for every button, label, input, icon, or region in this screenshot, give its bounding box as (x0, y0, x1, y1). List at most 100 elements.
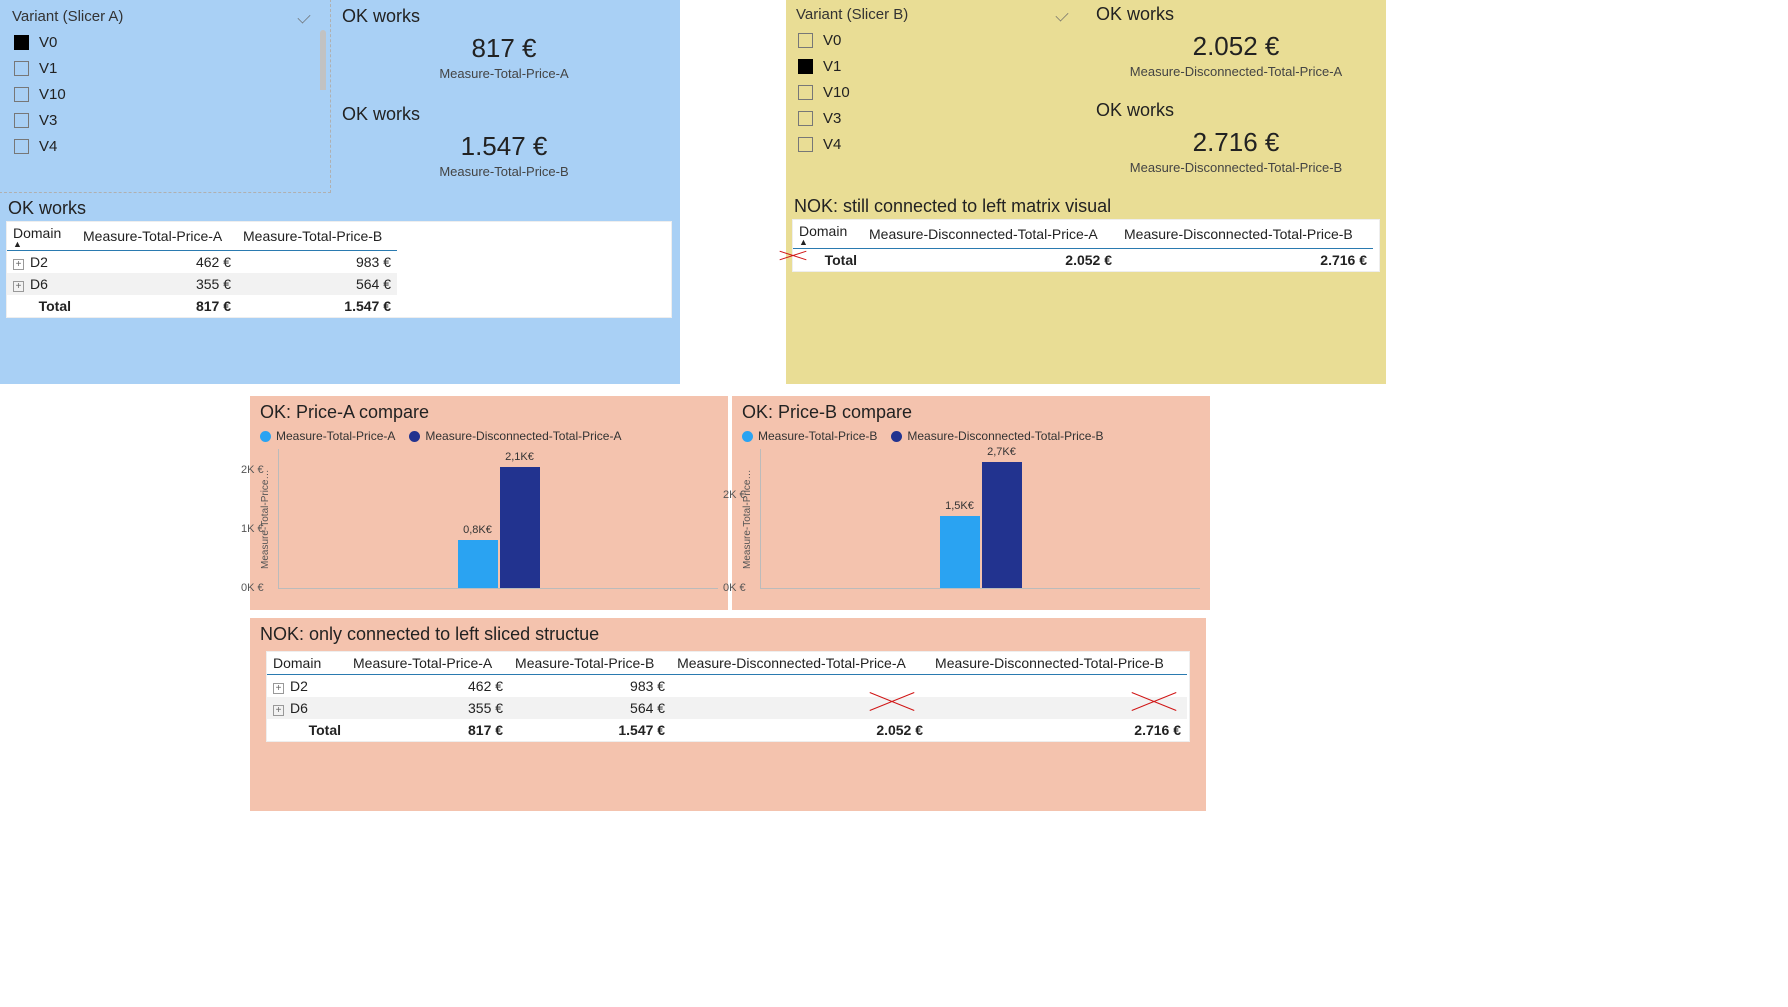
chart-plot[interactable]: 0K €2K €1,5K€2,7K€ (760, 449, 1200, 589)
table-row[interactable]: +D2462 €983 € (7, 251, 397, 274)
checkbox-icon[interactable] (798, 137, 813, 152)
card-disc-price-b: OK works 2.716 € Measure-Disconnected-To… (1086, 96, 1386, 192)
card-sub: Measure-Total-Price-B (342, 164, 666, 179)
slicer-item[interactable]: V4 (12, 133, 318, 159)
card-value: 1.547 € (342, 131, 666, 162)
slicer-item[interactable]: V4 (796, 131, 1076, 157)
bar-label: 2,7K€ (987, 446, 1016, 458)
y-tick: 0K € (723, 582, 746, 594)
slicer-item[interactable]: V1 (796, 53, 1076, 79)
chart-plot[interactable]: 0K €1K €2K €0,8K€2,1K€ (278, 449, 718, 589)
checkbox-icon[interactable] (798, 59, 813, 74)
col-b[interactable]: Measure-Total-Price-B (237, 222, 397, 251)
bar[interactable]: 1,5K€ (940, 516, 980, 588)
bar[interactable]: 2,7K€ (982, 462, 1022, 588)
checkbox-icon[interactable] (798, 85, 813, 100)
slicer-item[interactable]: V3 (796, 105, 1076, 131)
slicer-item[interactable]: V10 (12, 81, 318, 107)
y-tick: 2K € (241, 464, 264, 476)
slicer-b[interactable]: Variant (Slicer B) V0 V1 V10 V3 V4 (786, 0, 1086, 192)
checkbox-icon[interactable] (14, 61, 29, 76)
col-domain[interactable]: Domain ▲ (7, 222, 77, 251)
slicer-item-label: V0 (39, 34, 57, 51)
slicer-item-label: V10 (39, 86, 66, 103)
slicer-a[interactable]: Variant (Slicer A) V0V1V10V3V4 (0, 0, 330, 192)
slicer-item[interactable]: V0 (12, 29, 318, 55)
col-a[interactable]: Measure-Total-Price-A (347, 652, 509, 675)
card-sub: Measure-Total-Price-A (342, 66, 666, 81)
col-c[interactable]: Measure-Disconnected-Total-Price-A (671, 652, 929, 675)
expand-icon[interactable]: + (13, 281, 24, 292)
legend-color-icon (409, 431, 420, 442)
slicer-item[interactable]: V10 (796, 79, 1076, 105)
bar[interactable]: 0,8K€ (458, 540, 498, 588)
slicer-item-label: V4 (39, 138, 57, 155)
table-row-total[interactable]: Total817 €1.547 €2.052 €2.716 € (267, 719, 1187, 741)
matrix-a-table[interactable]: Domain ▲ Measure-Total-Price-A Measure-T… (7, 222, 397, 317)
card-title: OK works (342, 104, 666, 125)
legend-item: Measure-Disconnected-Total-Price-B (891, 429, 1103, 443)
card-price-a: OK works 817 € Measure-Total-Price-A (330, 0, 678, 96)
bar[interactable]: 2,1K€ (500, 467, 540, 588)
matrix-a-title: OK works (0, 194, 678, 221)
slicer-item[interactable]: V1 (12, 55, 318, 81)
expand-icon[interactable]: + (13, 259, 24, 270)
col-b[interactable]: Measure-Total-Price-B (509, 652, 671, 675)
slicer-item-label: V3 (823, 110, 841, 127)
chart-price-a-compare: OK: Price-A compare Measure-Total-Price-… (250, 396, 728, 610)
y-tick: 1K € (241, 523, 264, 535)
slicer-item[interactable]: V0 (796, 27, 1076, 53)
checkbox-icon[interactable] (798, 33, 813, 48)
checkbox-icon[interactable] (14, 139, 29, 154)
chevron-down-icon[interactable] (298, 10, 311, 23)
matrix-bottom: NOK: only connected to left sliced struc… (250, 618, 1206, 811)
chevron-down-icon[interactable] (1056, 8, 1069, 21)
legend-color-icon (742, 431, 753, 442)
col-a[interactable]: Measure-Total-Price-A (77, 222, 237, 251)
chart-legend: Measure-Total-Price-AMeasure-Disconnecte… (260, 429, 718, 443)
card-price-b: OK works 1.547 € Measure-Total-Price-B (330, 98, 678, 194)
card-value: 817 € (342, 33, 666, 64)
sort-asc-icon: ▲ (799, 239, 857, 245)
slicer-b-title: Variant (Slicer B) (796, 6, 908, 23)
y-tick: 0K € (241, 582, 264, 594)
card-sub: Measure-Disconnected-Total-Price-A (1096, 64, 1376, 79)
col-a[interactable]: Measure-Disconnected-Total-Price-A (863, 220, 1118, 249)
matrix-bottom-table[interactable]: Domain Measure-Total-Price-A Measure-Tot… (267, 652, 1187, 741)
card-value: 2.052 € (1096, 31, 1376, 62)
expand-icon[interactable]: + (273, 683, 284, 694)
checkbox-icon[interactable] (798, 111, 813, 126)
card-title: OK works (342, 6, 666, 27)
slicer-item-label: V0 (823, 32, 841, 49)
card-value: 2.716 € (1096, 127, 1376, 158)
expand-icon[interactable]: + (273, 705, 284, 716)
checkbox-icon[interactable] (14, 113, 29, 128)
checkbox-icon[interactable] (14, 35, 29, 50)
card-sub: Measure-Disconnected-Total-Price-B (1096, 160, 1376, 175)
bar-label: 0,8K€ (463, 524, 492, 536)
slicer-item-label: V1 (39, 60, 57, 77)
table-row[interactable]: +D2462 €983 € (267, 675, 1187, 698)
matrix-b-table[interactable]: Domain ▲ Measure-Disconnected-Total-Pric… (793, 220, 1373, 271)
legend-item: Measure-Total-Price-B (742, 429, 877, 443)
table-row-total[interactable]: Total 2.052 € 2.716 € (793, 249, 1373, 272)
matrix-bottom-title: NOK: only connected to left sliced struc… (260, 624, 1196, 645)
card-disc-price-a: OK works 2.052 € Measure-Disconnected-To… (1086, 0, 1386, 96)
table-row[interactable]: +D6355 €564 € (7, 273, 397, 295)
scrollbar[interactable] (320, 30, 326, 180)
col-d[interactable]: Measure-Disconnected-Total-Price-B (929, 652, 1187, 675)
col-b[interactable]: Measure-Disconnected-Total-Price-B (1118, 220, 1373, 249)
slicer-item[interactable]: V3 (12, 107, 318, 133)
y-axis-label: Measure-Total-Price… (742, 449, 756, 589)
matrix-b-title: NOK: still connected to left matrix visu… (786, 192, 1386, 219)
slicer-item-label: V1 (823, 58, 841, 75)
chart-legend: Measure-Total-Price-B Measure-Disconnecte… (742, 429, 1200, 443)
table-row[interactable]: +D6355 €564 € (267, 697, 1187, 719)
checkbox-icon[interactable] (14, 87, 29, 102)
slicer-item-label: V4 (823, 136, 841, 153)
col-domain[interactable]: Domain ▲ (793, 220, 863, 249)
legend-item: Measure-Total-Price-A (260, 429, 395, 443)
table-row-total[interactable]: Total817 €1.547 € (7, 295, 397, 317)
bar-label: 2,1K€ (505, 451, 534, 463)
col-domain[interactable]: Domain (267, 652, 347, 675)
